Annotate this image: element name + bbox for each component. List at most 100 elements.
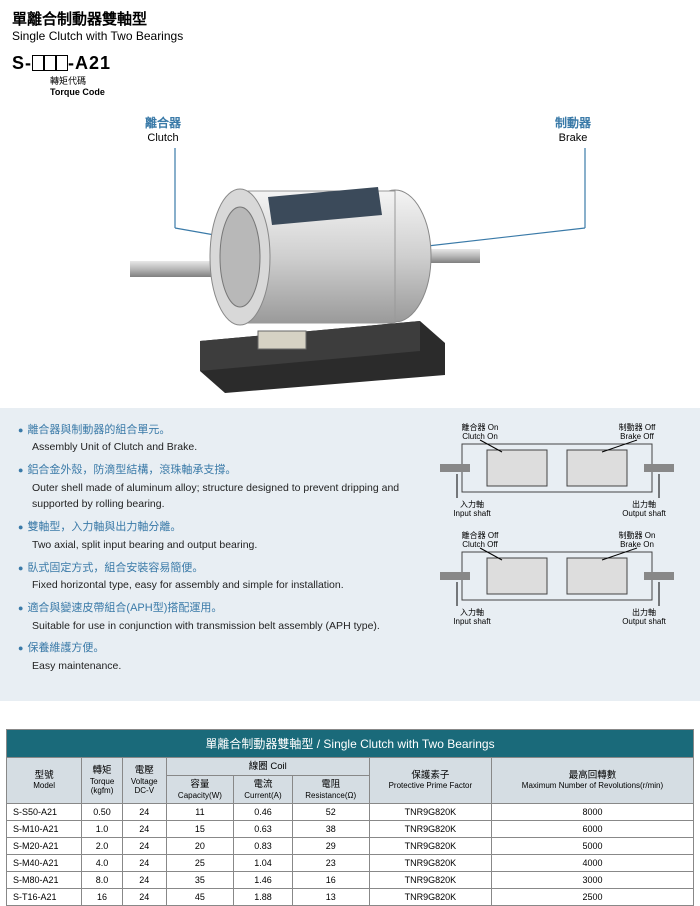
model-code-block: S--A21 轉矩代碼 Torque Code [0, 43, 700, 98]
spec-table-wrap: 單離合制動器雙軸型 / Single Clutch with Two Beari… [0, 729, 700, 906]
th-capacity: 容量Capacity(W) [166, 776, 234, 804]
bullet-en: Outer shell made of aluminum alloy; stru… [32, 480, 414, 514]
svg-text:出力軸: 出力軸 [632, 499, 656, 509]
table-row: S-M40-A214.024251.0423TNR9G820K4000 [7, 855, 694, 872]
th-torque: 轉矩Torque(kgfm) [82, 757, 123, 803]
cell-rpm: 8000 [491, 804, 693, 821]
list-item: 雙軸型，入力軸與出力軸分離。Two axial, split input bea… [18, 519, 414, 553]
page-header: 單離合制動器雙軸型 Single Clutch with Two Bearing… [0, 0, 700, 43]
list-item: 保養維護方便。Easy maintenance. [18, 640, 414, 674]
svg-text:Input shaft: Input shaft [453, 509, 491, 518]
list-item: 適合與變速皮帶組合(APH型)搭配運用。Suitable for use in … [18, 600, 414, 634]
cell-resist: 16 [292, 872, 369, 889]
state-diagrams: 離合器 On Clutch On 制動器 Off Brake Off 入力軸 I… [432, 422, 682, 681]
model-code: S--A21 [12, 53, 688, 74]
table-row: S-S50-A210.5024110.4652TNR9G820K8000 [7, 804, 694, 821]
info-band: 離合器與制動器的組合單元。Assembly Unit of Clutch and… [0, 408, 700, 701]
th-ppf: 保護素子Protective Prime Factor [369, 757, 491, 803]
svg-text:Output shaft: Output shaft [622, 509, 666, 518]
cell-ppf: TNR9G820K [369, 889, 491, 906]
cell-model: S-M40-A21 [7, 855, 82, 872]
svg-text:入力軸: 入力軸 [460, 499, 484, 509]
th-current: 電流Current(A) [234, 776, 292, 804]
cell-model: S-T16-A21 [7, 889, 82, 906]
torque-label-en: Torque Code [50, 87, 688, 98]
cell-voltage: 24 [122, 872, 166, 889]
bullet-en: Easy maintenance. [32, 658, 414, 675]
cell-ppf: TNR9G820K [369, 855, 491, 872]
cell-current: 1.88 [234, 889, 292, 906]
th-resist: 電阻Resistance(Ω) [292, 776, 369, 804]
svg-text:制動器 Off: 制動器 Off [619, 422, 657, 432]
cell-voltage: 24 [122, 804, 166, 821]
cell-model: S-M20-A21 [7, 838, 82, 855]
svg-text:Clutch On: Clutch On [462, 432, 498, 441]
svg-text:Input shaft: Input shaft [453, 617, 491, 626]
brake-label-en: Brake [555, 131, 591, 145]
cell-capacity: 35 [166, 872, 234, 889]
th-coil: 線圈 Coil [166, 757, 369, 775]
cell-rpm: 3000 [491, 872, 693, 889]
model-suffix: -A21 [68, 53, 111, 73]
brake-label: 制動器 Brake [555, 116, 591, 146]
svg-text:出力軸: 出力軸 [632, 607, 656, 617]
cell-ppf: TNR9G820K [369, 804, 491, 821]
cell-ppf: TNR9G820K [369, 872, 491, 889]
bullet-zh: 鋁合金外殼，防滴型結構，滾珠軸承支撐。 [18, 464, 236, 476]
table-body: S-S50-A210.5024110.4652TNR9G820K8000S-M1… [7, 804, 694, 906]
table-row: S-T16-A211624451.8813TNR9G820K2500 [7, 889, 694, 906]
cell-rpm: 5000 [491, 838, 693, 855]
bullet-en: Two axial, split input bearing and outpu… [32, 537, 414, 554]
cell-current: 0.46 [234, 804, 292, 821]
product-figure: 離合器 Clutch 制動器 Brake [0, 98, 700, 408]
cell-torque: 16 [82, 889, 123, 906]
cell-torque: 2.0 [82, 838, 123, 855]
table-row: S-M10-A211.024150.6338TNR9G820K6000 [7, 821, 694, 838]
cell-resist: 23 [292, 855, 369, 872]
th-voltage: 電壓VoltageDC-V [122, 757, 166, 803]
cell-rpm: 4000 [491, 855, 693, 872]
torque-label-zh: 轉矩代碼 [50, 76, 688, 87]
brake-label-zh: 制動器 [555, 116, 591, 132]
bullet-en: Suitable for use in conjunction with tra… [32, 618, 414, 635]
cell-ppf: TNR9G820K [369, 821, 491, 838]
cell-voltage: 24 [122, 855, 166, 872]
cell-current: 0.63 [234, 821, 292, 838]
title-zh: 單離合制動器雙軸型 [12, 8, 688, 29]
torque-code-label: 轉矩代碼 Torque Code [50, 76, 688, 98]
cell-resist: 29 [292, 838, 369, 855]
cell-voltage: 24 [122, 889, 166, 906]
cell-resist: 38 [292, 821, 369, 838]
svg-text:離合器 Off: 離合器 Off [462, 530, 500, 540]
cell-current: 1.46 [234, 872, 292, 889]
cell-resist: 13 [292, 889, 369, 906]
table-row: S-M80-A218.024351.4616TNR9G820K3000 [7, 872, 694, 889]
feature-list: 離合器與制動器的組合單元。Assembly Unit of Clutch and… [18, 422, 414, 681]
th-model: 型號Model [7, 757, 82, 803]
svg-text:制動器 On: 制動器 On [619, 530, 656, 540]
clutch-label: 離合器 Clutch [145, 116, 181, 146]
diagram-state-1: 離合器 On Clutch On 制動器 Off Brake Off 入力軸 I… [432, 422, 682, 522]
cell-capacity: 15 [166, 821, 234, 838]
cell-torque: 8.0 [82, 872, 123, 889]
table-row: S-M20-A212.024200.8329TNR9G820K5000 [7, 838, 694, 855]
bullet-zh: 臥式固定方式，組合安裝容易簡便。 [18, 562, 203, 574]
clutch-label-en: Clutch [145, 131, 181, 145]
cell-model: S-M80-A21 [7, 872, 82, 889]
cell-capacity: 45 [166, 889, 234, 906]
table-title: 單離合制動器雙軸型 / Single Clutch with Two Beari… [7, 729, 694, 757]
cell-torque: 1.0 [82, 821, 123, 838]
th-rpm: 最高回轉數Maximum Number of Revolutions(r/min… [491, 757, 693, 803]
svg-text:Output shaft: Output shaft [622, 617, 666, 626]
cell-torque: 0.50 [82, 804, 123, 821]
list-item: 鋁合金外殼，防滴型結構，滾珠軸承支撐。 Outer shell made of a… [18, 462, 414, 513]
clutch-label-zh: 離合器 [145, 116, 181, 132]
svg-text:Brake Off: Brake Off [620, 432, 654, 441]
cell-model: S-M10-A21 [7, 821, 82, 838]
cell-capacity: 11 [166, 804, 234, 821]
cell-voltage: 24 [122, 838, 166, 855]
product-drawing [110, 153, 510, 393]
cell-resist: 52 [292, 804, 369, 821]
spec-table: 單離合制動器雙軸型 / Single Clutch with Two Beari… [6, 729, 694, 906]
svg-text:入力軸: 入力軸 [460, 607, 484, 617]
